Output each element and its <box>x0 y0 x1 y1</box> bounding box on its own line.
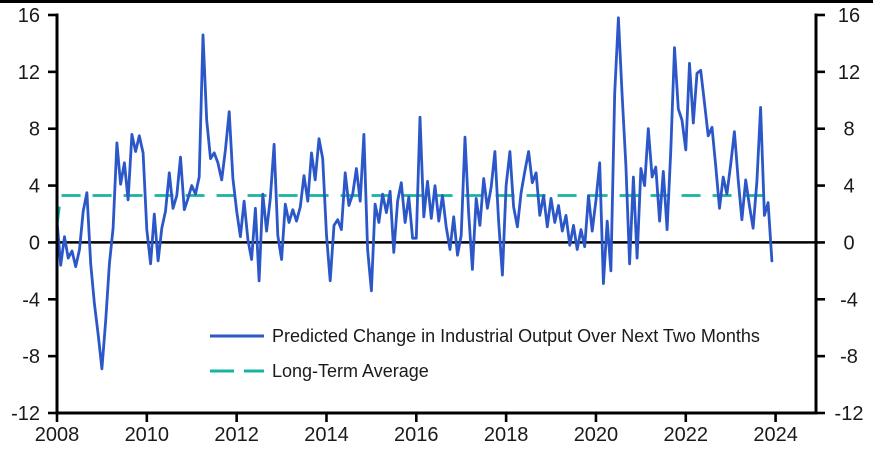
legend: Predicted Change in Industrial Output Ov… <box>210 326 760 381</box>
y-tick-label: 4 <box>29 176 40 198</box>
y-axis-left: -12 -8 -4 0 4 8 12 16 <box>11 5 57 425</box>
axis-spines <box>55 13 818 415</box>
x-axis: 2008 2010 2012 2014 2016 2018 2020 2022 2024 <box>35 413 798 446</box>
x-tick-label: 2022 <box>664 424 709 446</box>
x-tick-label: 2008 <box>35 424 80 446</box>
y-tick-label: -4 <box>22 289 40 311</box>
y-tick-label: -8 <box>22 346 40 368</box>
predicted-output-line <box>55 16 774 371</box>
y-tick-label: 8 <box>29 119 40 141</box>
x-tick-label: 2016 <box>394 424 439 446</box>
x-tick-label: 2018 <box>484 424 529 446</box>
y-axis-right: -12 -8 -4 0 4 8 12 16 <box>816 5 863 425</box>
top-border-rule <box>0 0 873 3</box>
x-tick-label: 2014 <box>304 424 349 446</box>
legend-label-predicted-output: Predicted Change in Industrial Output Ov… <box>272 326 760 346</box>
y-tick-label: -8 <box>840 346 858 368</box>
y-tick-label: 0 <box>29 232 40 254</box>
y-tick-label: 12 <box>18 62 40 84</box>
y-tick-label: -4 <box>840 289 858 311</box>
y-tick-label: 8 <box>843 119 854 141</box>
y-tick-label: 0 <box>843 232 854 254</box>
y-tick-label: 12 <box>838 62 860 84</box>
x-tick-label: 2020 <box>574 424 619 446</box>
y-tick-label: -12 <box>11 403 40 425</box>
x-tick-label: 2010 <box>125 424 170 446</box>
y-tick-label: -12 <box>835 403 864 425</box>
y-tick-label: 16 <box>18 5 40 27</box>
x-tick-label: 2024 <box>753 424 798 446</box>
legend-label-long-term-average: Long-Term Average <box>272 361 429 381</box>
y-tick-label: 16 <box>838 5 860 27</box>
x-tick-label: 2012 <box>214 424 259 446</box>
y-tick-label: 4 <box>843 176 854 198</box>
